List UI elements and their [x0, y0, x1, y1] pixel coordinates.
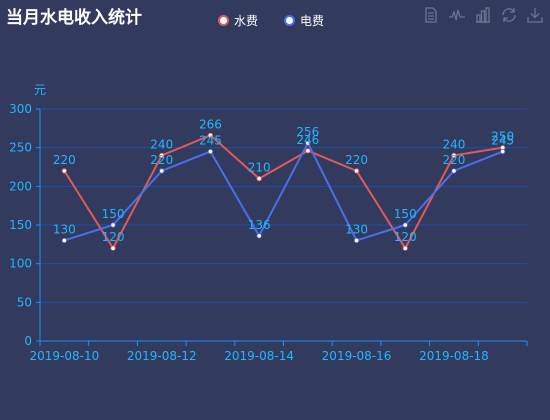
data-label: 130 — [53, 222, 76, 236]
data-point — [110, 245, 116, 251]
y-tick-label: 50 — [17, 295, 32, 309]
data-label: 220 — [150, 153, 173, 167]
data-label: 240 — [442, 137, 465, 151]
data-label: 120 — [394, 230, 417, 244]
y-axis-unit: 元 — [34, 83, 46, 97]
legend-label-electric: 电费 — [300, 14, 325, 28]
data-label: 210 — [248, 161, 271, 175]
data-label: 246 — [296, 133, 319, 147]
download-icon[interactable] — [526, 6, 544, 24]
data-label: 220 — [345, 153, 368, 167]
data-point — [159, 152, 165, 158]
series-line-1 — [64, 140, 504, 242]
data-label: 250 — [491, 130, 514, 144]
data-view-icon[interactable] — [422, 6, 440, 24]
data-label: 245 — [491, 134, 514, 148]
x-tick-label: 2019-08-10 — [29, 349, 99, 363]
data-label: 245 — [199, 134, 222, 148]
data-point — [353, 168, 360, 174]
data-label: 130 — [345, 222, 368, 236]
data-point — [61, 237, 67, 244]
legend-label-water: 水费 — [234, 14, 259, 28]
x-tick-label: 2019-08-12 — [127, 349, 197, 363]
legend-marker-water — [218, 15, 229, 26]
data-point — [305, 140, 311, 146]
legend-marker-electric — [284, 15, 296, 26]
data-point — [305, 148, 311, 154]
y-tick-label: 200 — [9, 179, 32, 193]
data-point — [402, 245, 408, 251]
y-tick-label: 300 — [9, 102, 32, 116]
data-label: 150 — [394, 207, 417, 221]
x-tick-label: 2019-08-18 — [419, 349, 489, 363]
data-point — [256, 176, 262, 182]
bar-chart-icon[interactable] — [474, 6, 492, 24]
data-point — [256, 233, 262, 239]
data-point — [110, 222, 116, 228]
data-label: 136 — [248, 218, 271, 232]
chart-title: 当月水电收入统计 — [6, 8, 142, 28]
legend-item-water[interactable]: 水费 — [218, 12, 258, 29]
x-tick-label: 2019-08-16 — [322, 349, 392, 363]
data-point — [61, 168, 67, 174]
data-point — [451, 152, 457, 158]
refresh-icon[interactable] — [500, 6, 518, 24]
series-line-0 — [63, 134, 503, 251]
x-tick-label: 2019-08-14 — [224, 349, 294, 363]
legend-item-electric[interactable]: 电费 — [284, 12, 324, 29]
data-label: 256 — [296, 125, 319, 139]
data-label: 150 — [102, 207, 125, 221]
legend: 水费 电费 — [218, 12, 324, 29]
data-point — [353, 237, 360, 244]
y-tick-label: 100 — [9, 257, 32, 271]
data-point — [207, 132, 214, 138]
data-label: 220 — [442, 153, 465, 167]
data-point — [207, 148, 214, 155]
toolbox — [422, 6, 544, 24]
data-label: 220 — [53, 153, 76, 167]
data-label: 120 — [102, 230, 125, 244]
data-label: 240 — [150, 137, 173, 151]
data-point — [159, 168, 165, 174]
line-chart-icon[interactable] — [448, 6, 466, 24]
y-tick-label: 250 — [9, 141, 32, 155]
y-tick-label: 0 — [24, 334, 32, 348]
data-point — [451, 168, 457, 174]
data-point — [402, 222, 408, 228]
data-label: 266 — [199, 117, 222, 131]
data-point — [500, 148, 506, 155]
y-tick-label: 150 — [9, 218, 32, 232]
